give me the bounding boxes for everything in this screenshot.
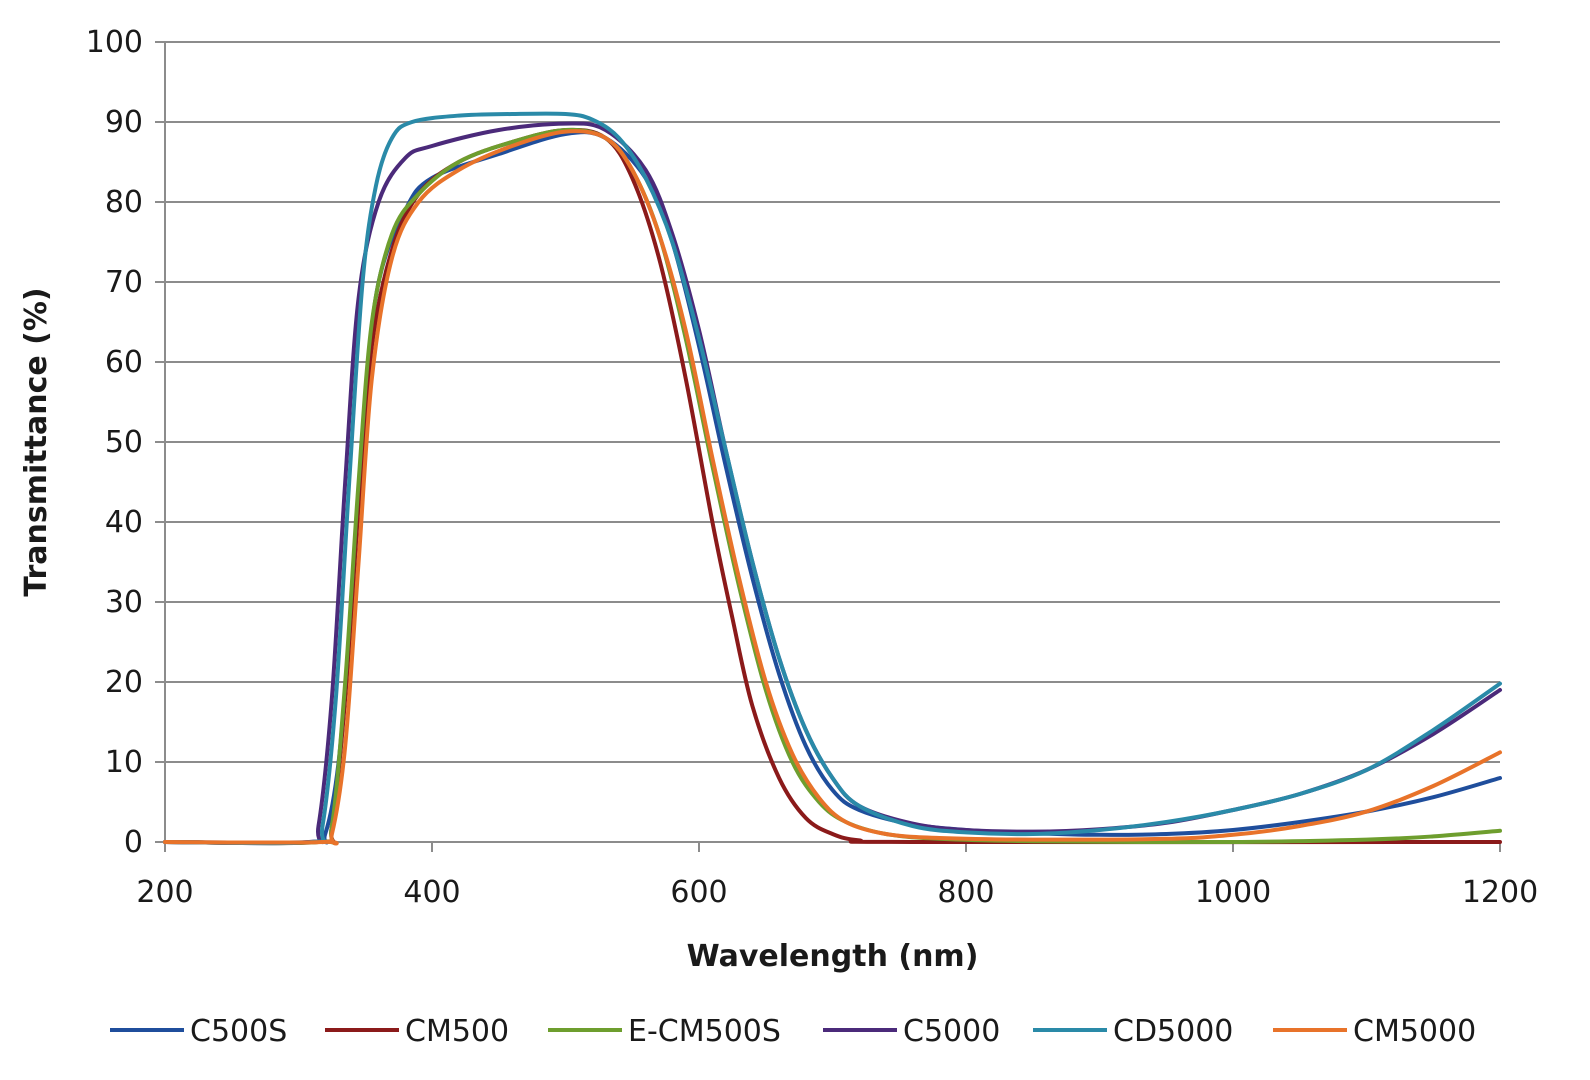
legend-label: C500S — [190, 1014, 287, 1049]
y-tick-label: 30 — [105, 585, 143, 620]
series-line-cd5000 — [163, 111, 1502, 846]
y-axis-title: Transmittance (%) — [19, 287, 54, 596]
y-tick-label: 50 — [105, 425, 143, 460]
x-tick-label: 1200 — [1462, 875, 1538, 910]
y-tick-label: 60 — [105, 345, 143, 380]
y-tick-labels: 0 10 20 30 40 50 60 70 80 90 100 — [86, 25, 165, 860]
x-tick-label: 400 — [403, 875, 460, 910]
legend-label: C5000 — [903, 1014, 1000, 1049]
legend-label: CM500 — [405, 1014, 509, 1049]
legend-label: CM5000 — [1353, 1014, 1476, 1049]
y-tick-label: 20 — [105, 665, 143, 700]
legend-item-cm500: CM500 — [325, 1014, 509, 1049]
x-tick-label: 800 — [937, 875, 994, 910]
series-line-cm5000 — [163, 129, 1502, 846]
x-tick-label: 600 — [670, 875, 727, 910]
x-tick-label: 200 — [136, 875, 193, 910]
legend-label: E-CM500S — [628, 1014, 781, 1049]
series-lines — [163, 111, 1502, 846]
y-tick-label: 0 — [124, 825, 143, 860]
legend-item-cm5000: CM5000 — [1273, 1014, 1476, 1049]
y-tick-label: 90 — [105, 105, 143, 140]
legend-label: CD5000 — [1113, 1014, 1233, 1049]
legend-item-c500s: C500S — [110, 1014, 287, 1049]
x-axis-title: Wavelength (nm) — [687, 939, 979, 974]
x-tick-label: 1000 — [1195, 875, 1271, 910]
y-tick-label: 70 — [105, 265, 143, 300]
y-tick-label: 100 — [86, 25, 143, 60]
y-tick-label: 10 — [105, 745, 143, 780]
legend-item-c5000: C5000 — [823, 1014, 1000, 1049]
legend: C500S CM500 E-CM500S C5000 CD5000 CM5000 — [110, 1014, 1476, 1049]
y-tick-label: 80 — [105, 185, 143, 220]
legend-item-e-cm500s: E-CM500S — [548, 1014, 781, 1049]
legend-item-cd5000: CD5000 — [1033, 1014, 1233, 1049]
x-tick-labels: 200 400 600 800 1000 1200 — [136, 842, 1538, 910]
y-tick-label: 40 — [105, 505, 143, 540]
